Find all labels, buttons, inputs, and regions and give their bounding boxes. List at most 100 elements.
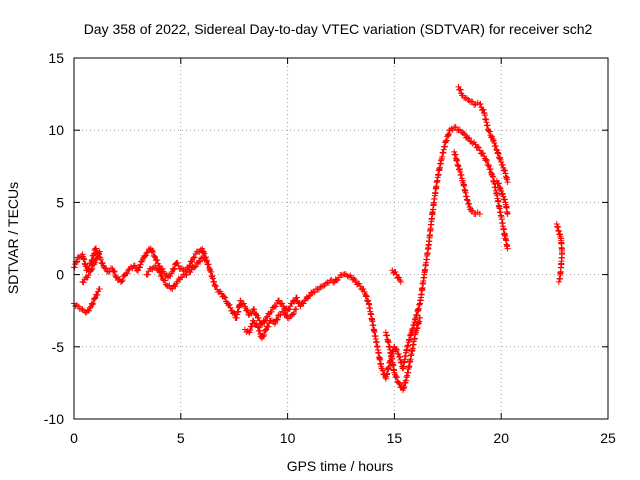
x-tick-label: 25 bbox=[600, 430, 616, 446]
data-point bbox=[393, 345, 400, 352]
data-point bbox=[278, 308, 285, 315]
data-point bbox=[94, 291, 101, 298]
data-point bbox=[143, 249, 150, 256]
data-point bbox=[396, 274, 403, 281]
data-point bbox=[137, 261, 144, 268]
data-point bbox=[501, 167, 508, 174]
data-point bbox=[501, 196, 508, 203]
data-point bbox=[248, 323, 255, 330]
data-point bbox=[356, 280, 363, 287]
data-point bbox=[330, 279, 337, 286]
data-point bbox=[461, 131, 468, 138]
data-point bbox=[74, 258, 81, 265]
data-point bbox=[144, 271, 151, 278]
data-point bbox=[73, 301, 80, 308]
y-tick-label: 0 bbox=[56, 267, 64, 283]
data-point bbox=[88, 267, 95, 274]
data-point bbox=[150, 252, 157, 259]
data-point bbox=[93, 255, 100, 262]
data-point bbox=[345, 273, 352, 280]
data-point bbox=[286, 306, 293, 313]
data-point bbox=[474, 143, 481, 150]
data-point bbox=[397, 278, 404, 285]
data-point bbox=[90, 260, 97, 267]
data-point bbox=[182, 271, 189, 278]
data-point bbox=[456, 126, 463, 133]
data-point bbox=[300, 300, 307, 307]
data-point bbox=[179, 274, 186, 281]
data-point bbox=[96, 248, 103, 255]
x-tick-label: 0 bbox=[70, 430, 78, 446]
data-point bbox=[159, 265, 166, 272]
data-point bbox=[480, 150, 487, 157]
data-point bbox=[393, 271, 400, 278]
data-point bbox=[251, 306, 258, 313]
data-point bbox=[110, 267, 117, 274]
data-point bbox=[293, 294, 300, 301]
data-point bbox=[90, 300, 97, 307]
data-point bbox=[393, 346, 400, 353]
data-point bbox=[276, 297, 283, 304]
y-tick-label: 10 bbox=[48, 122, 64, 138]
data-point bbox=[183, 272, 190, 279]
data-point bbox=[136, 264, 143, 271]
data-point bbox=[445, 131, 452, 138]
data-point bbox=[480, 106, 487, 113]
x-tick-label: 10 bbox=[280, 430, 296, 446]
data-point bbox=[393, 374, 400, 381]
plot-frame bbox=[73, 57, 609, 420]
data-point bbox=[283, 312, 290, 319]
data-point bbox=[127, 263, 134, 270]
data-point bbox=[457, 86, 464, 93]
x-tick-label: 20 bbox=[493, 430, 509, 446]
data-point bbox=[555, 278, 562, 285]
data-point bbox=[85, 272, 92, 279]
data-point bbox=[89, 301, 96, 308]
data-point bbox=[469, 140, 476, 147]
data-point bbox=[338, 272, 345, 279]
data-point bbox=[442, 138, 449, 145]
data-point bbox=[464, 196, 471, 203]
data-point bbox=[71, 264, 78, 271]
data-point bbox=[252, 311, 259, 318]
data-point bbox=[297, 303, 304, 310]
data-point bbox=[485, 161, 492, 168]
data-point bbox=[169, 286, 176, 293]
data-point bbox=[274, 316, 281, 323]
data-point bbox=[395, 379, 402, 386]
data-point bbox=[477, 101, 484, 108]
x-tick-labels: 0 5 10 15 20 25 bbox=[70, 430, 616, 446]
data-point bbox=[379, 367, 386, 374]
data-point bbox=[197, 258, 204, 265]
data-points bbox=[71, 83, 566, 394]
data-point bbox=[268, 317, 275, 324]
data-point bbox=[180, 271, 187, 278]
data-point bbox=[189, 258, 196, 265]
x-tick-label: 5 bbox=[177, 430, 185, 446]
data-point bbox=[496, 155, 503, 162]
data-point bbox=[497, 185, 504, 192]
data-point bbox=[279, 300, 286, 307]
data-point bbox=[357, 283, 364, 290]
data-point bbox=[201, 250, 208, 257]
data-point bbox=[174, 259, 181, 266]
grid-lines bbox=[74, 58, 608, 419]
data-point bbox=[363, 293, 370, 300]
y-tick-label: 5 bbox=[56, 194, 64, 210]
y-axis-label: SDTVAR / TECUs bbox=[5, 182, 21, 294]
data-point bbox=[464, 197, 471, 204]
data-point bbox=[443, 137, 450, 144]
data-point bbox=[154, 257, 161, 264]
data-point bbox=[254, 323, 261, 330]
y-tick-label: 15 bbox=[48, 50, 64, 66]
data-point bbox=[111, 268, 118, 275]
data-point bbox=[490, 137, 497, 144]
data-point bbox=[259, 332, 266, 339]
data-point bbox=[289, 311, 296, 318]
data-point bbox=[237, 297, 244, 304]
data-point bbox=[476, 147, 483, 154]
data-point bbox=[360, 285, 367, 292]
data-point bbox=[200, 254, 207, 261]
